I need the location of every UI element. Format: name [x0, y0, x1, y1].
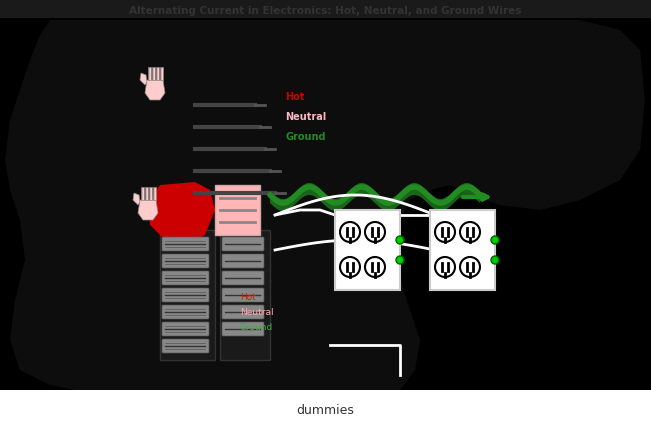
FancyBboxPatch shape	[222, 288, 264, 302]
FancyBboxPatch shape	[162, 339, 209, 353]
Circle shape	[340, 222, 360, 242]
Bar	[220, 230, 270, 360]
Circle shape	[435, 222, 455, 242]
Bar	[152, 67, 155, 80]
Polygon shape	[138, 200, 158, 220]
Circle shape	[460, 257, 480, 277]
Polygon shape	[145, 80, 165, 100]
FancyBboxPatch shape	[162, 271, 209, 285]
Circle shape	[340, 257, 360, 277]
Bar	[156, 67, 159, 80]
FancyBboxPatch shape	[162, 288, 209, 302]
Polygon shape	[5, 10, 645, 415]
Bar	[160, 230, 215, 360]
Bar	[0, 390, 651, 425]
FancyBboxPatch shape	[162, 322, 209, 336]
Bar	[145, 187, 148, 200]
Circle shape	[460, 222, 480, 242]
Bar	[153, 187, 156, 200]
Text: Alternating Current in Electronics: Hot, Neutral, and Ground Wires: Alternating Current in Electronics: Hot,…	[129, 6, 521, 16]
Bar	[148, 67, 151, 80]
Bar	[430, 210, 495, 290]
Circle shape	[491, 256, 499, 264]
Bar	[149, 187, 152, 200]
Text: Neutral: Neutral	[285, 112, 326, 122]
Bar	[215, 185, 260, 235]
Bar	[335, 210, 400, 290]
FancyBboxPatch shape	[222, 271, 264, 285]
Bar	[141, 187, 144, 200]
Circle shape	[396, 236, 404, 244]
FancyBboxPatch shape	[222, 305, 264, 319]
FancyBboxPatch shape	[222, 254, 264, 268]
Text: Hot: Hot	[240, 293, 256, 302]
Text: dummies: dummies	[296, 403, 354, 416]
Text: Hot: Hot	[285, 92, 305, 102]
Bar	[160, 67, 163, 80]
Bar	[0, 0, 651, 18]
Polygon shape	[5, 20, 645, 405]
FancyBboxPatch shape	[162, 237, 209, 251]
Text: Neutral: Neutral	[240, 308, 273, 317]
Polygon shape	[148, 182, 215, 245]
Circle shape	[491, 236, 499, 244]
Polygon shape	[270, 183, 480, 211]
Circle shape	[435, 257, 455, 277]
FancyBboxPatch shape	[162, 254, 209, 268]
FancyBboxPatch shape	[162, 305, 209, 319]
Circle shape	[365, 257, 385, 277]
Circle shape	[365, 222, 385, 242]
Polygon shape	[133, 193, 140, 205]
Circle shape	[396, 256, 404, 264]
Text: Ground: Ground	[285, 132, 326, 142]
FancyBboxPatch shape	[222, 322, 264, 336]
FancyBboxPatch shape	[222, 237, 264, 251]
Text: Ground: Ground	[240, 323, 273, 332]
Polygon shape	[140, 73, 147, 85]
